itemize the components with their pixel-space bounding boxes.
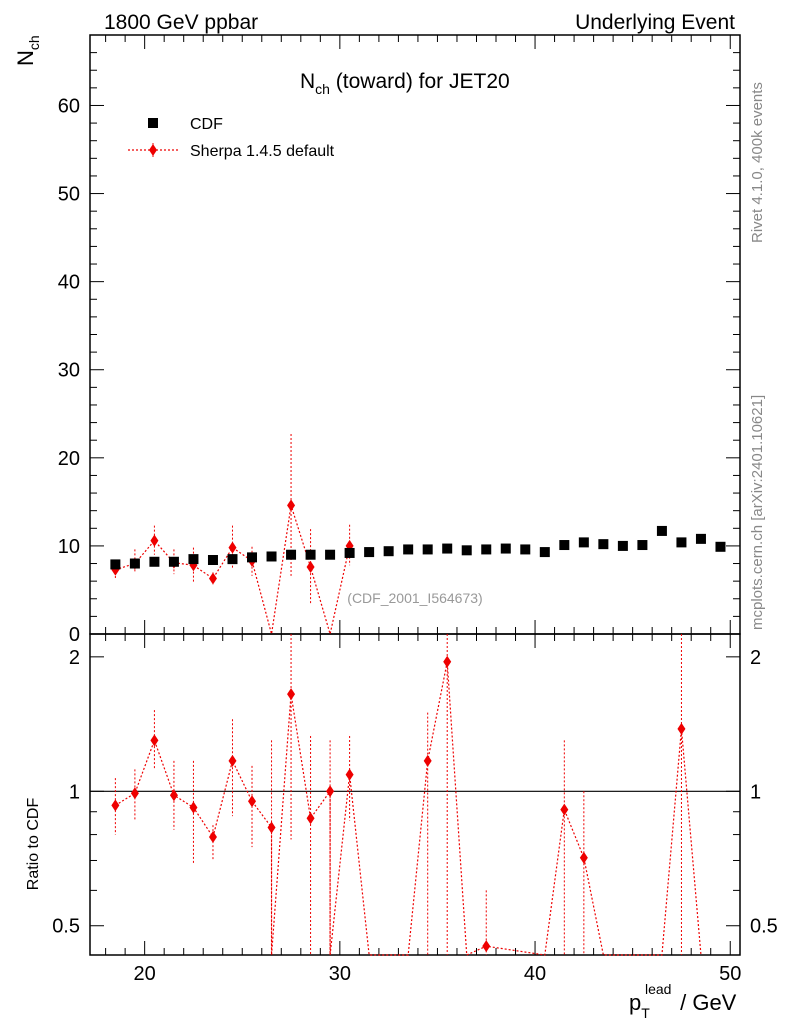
cdf-point (559, 540, 570, 551)
cdf-point (110, 559, 121, 570)
sherpa-point (150, 534, 159, 547)
x-tick-label: 50 (719, 963, 741, 985)
cdf-point (129, 558, 140, 569)
cdf-point (442, 543, 453, 554)
cdf-point (715, 541, 726, 552)
cdf-point (168, 556, 179, 567)
sherpa-point (208, 572, 217, 585)
cdf-point (656, 525, 667, 536)
legend-sherpa-label: Sherpa 1.4.5 default (190, 143, 335, 160)
cdf-point (325, 549, 336, 560)
ratio-tick-label-right: 2 (750, 647, 761, 669)
x-tick-label: 30 (329, 963, 351, 985)
cdf-point (266, 551, 277, 562)
ratio-point (267, 821, 276, 834)
cdf-point (422, 544, 433, 555)
ratio-point (677, 722, 686, 735)
cdf-point (364, 547, 375, 558)
y-tick-label: 0 (69, 624, 80, 646)
legend-sherpa-marker (149, 144, 157, 156)
sherpa-line (115, 505, 351, 635)
y-axis-label: Nch (13, 35, 42, 66)
cdf-point (344, 547, 355, 558)
cdf-point (676, 537, 687, 548)
ratio-point (150, 734, 159, 747)
y-tick-label: 50 (58, 184, 80, 206)
ratio-point (579, 851, 588, 864)
cdf-point (247, 552, 258, 563)
y-tick-label: 30 (58, 360, 80, 382)
ratio-point (287, 688, 296, 701)
cdf-point (617, 540, 628, 551)
sherpa-point (306, 561, 315, 574)
y-tick-label: 20 (58, 448, 80, 470)
ratio-tick-label-left: 2 (69, 647, 80, 669)
cdf-point (481, 544, 492, 555)
ratio-point (228, 754, 237, 767)
cdf-point (227, 554, 238, 565)
ratio-point (248, 795, 257, 808)
y-tick-label: 10 (58, 536, 80, 558)
ratio-point (306, 812, 315, 825)
cdf-point (383, 546, 394, 557)
sherpa-point (228, 541, 237, 554)
x-tick-label: 40 (524, 963, 546, 985)
ratio-point (482, 940, 491, 953)
plot-title: Nch (toward) for JET20 (300, 70, 510, 97)
legend-cdf-marker (148, 118, 158, 128)
cdf-point (500, 543, 511, 554)
ratio-tick-label-left: 1 (69, 781, 80, 803)
ratio-point (208, 831, 217, 844)
cdf-point (578, 537, 589, 548)
cdf-point (695, 533, 706, 544)
cdf-point (286, 549, 297, 560)
ratio-point (189, 801, 198, 814)
legend-cdf-label: CDF (190, 116, 223, 133)
rivet-version-label: Rivet 4.1.0, 400k events (749, 82, 766, 243)
ratio-sherpa-line (115, 661, 702, 956)
analysis-group-label: Underlying Event (575, 11, 735, 34)
sherpa-point (287, 499, 296, 512)
cdf-point (539, 547, 550, 558)
ratio-point (443, 655, 452, 668)
cdf-point (188, 554, 199, 565)
analysis-id-label: (CDF_2001_I564673) (347, 590, 482, 606)
ratio-point (423, 754, 432, 767)
cdf-point (149, 556, 160, 567)
ratio-point (326, 785, 335, 798)
cdf-point (461, 545, 472, 556)
ratio-axis-label: Ratio to CDF (25, 798, 42, 891)
cdf-point (305, 549, 316, 560)
ratio-point (169, 789, 178, 802)
y-tick-label: 60 (58, 95, 80, 117)
cdf-point (403, 544, 414, 555)
ratio-tick-label-left: 0.5 (52, 916, 80, 938)
legend: CDF Sherpa 1.4.5 default (128, 116, 335, 160)
x-tick-label: 20 (134, 963, 156, 985)
ratio-tick-label-right: 1 (750, 781, 761, 803)
mcplots-label: mcplots.cern.ch [arXiv:2401.10621] (749, 395, 766, 630)
cdf-point (637, 540, 648, 551)
x-axis-label: pTlead / GeV (629, 981, 737, 1021)
y-tick-label: 40 (58, 272, 80, 294)
collision-label: 1800 GeV ppbar (104, 11, 258, 34)
cdf-point (520, 544, 531, 555)
ratio-tick-label-right: 0.5 (750, 916, 778, 938)
ratio-point (111, 799, 120, 812)
cdf-point (207, 555, 218, 566)
cdf-point (598, 539, 609, 550)
ratio-plot-frame (89, 633, 741, 956)
ratio-point (345, 768, 354, 781)
ratio-point (560, 803, 569, 816)
ratio-point (130, 787, 139, 800)
